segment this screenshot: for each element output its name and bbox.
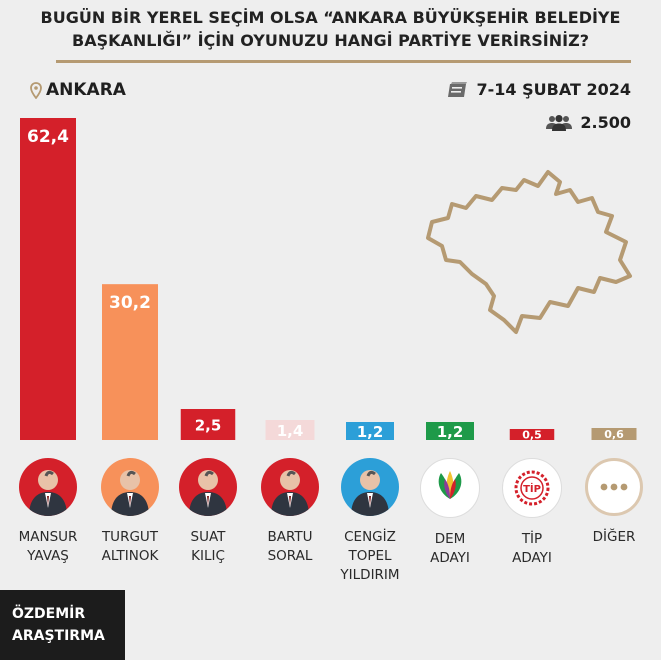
bar-label-0: 62,4 (27, 127, 69, 147)
bar-chart: 62,4 30,2 2,5 1,4 1,2 1,2 0,5 0,6 (20, 118, 637, 442)
dots-icon (585, 458, 643, 516)
bar-label-7: 0,6 (604, 428, 624, 441)
bar-label-1: 30,2 (109, 293, 151, 313)
candidate-name-0: MANSUR YAVAŞ (6, 528, 90, 566)
sample-size: 2.500 (546, 113, 631, 132)
candidate-4: CENGİZ TOPEL YILDIRIM (328, 458, 412, 585)
bar-0 (20, 118, 76, 440)
map-pin-icon (30, 81, 42, 99)
ankara-map-outline (426, 170, 632, 334)
bar-3 (265, 420, 315, 440)
calendar-icon (447, 81, 467, 97)
tip-logo-icon: TİP (502, 458, 562, 518)
candidate-name-line1: DİĞER (592, 529, 636, 545)
title-line-1: BUGÜN BİR YEREL SEÇİM OLSA “ANKARA BÜYÜK… (40, 8, 621, 27)
bar-label-6: 0,5 (522, 429, 542, 442)
brand-logo: ÖZDEMİR ARAŞTIRMA (0, 590, 125, 660)
candidate-name-line2: TOPEL (348, 548, 392, 564)
survey-date: 7-14 ŞUBAT 2024 (447, 80, 631, 99)
bar-label-2: 2,5 (195, 417, 222, 435)
candidate-name-line1: CENGİZ (344, 529, 396, 545)
brand-line-2: ARAŞTIRMA (12, 628, 105, 644)
candidate-7: DİĞER (572, 458, 656, 547)
candidate-0: MANSUR YAVAŞ (6, 458, 90, 566)
people-icon (546, 114, 573, 131)
bar-4 (346, 422, 394, 440)
candidate-name-line3: YILDIRIM (340, 567, 400, 583)
person-icon (341, 458, 399, 516)
title-line-2: BAŞKANLIĞI” İÇİN OYUNUZU HANGİ PARTİYE V… (72, 31, 589, 50)
candidate-6: TİP TİP ADAYI (490, 458, 574, 568)
person-icon (261, 458, 319, 516)
candidate-5: DEM ADAYI (408, 458, 492, 568)
candidate-name-2: SUAT KILIÇ (166, 528, 250, 566)
candidate-name-1: TURGUT ALTINOK (88, 528, 172, 566)
location-text: ANKARA (46, 80, 126, 100)
survey-date-text: 7-14 ŞUBAT 2024 (476, 80, 631, 99)
candidate-name-line2: YAVAŞ (27, 548, 69, 564)
bar-5 (426, 422, 474, 440)
bar-6 (509, 429, 555, 440)
candidate-name-3: BARTU SORAL (248, 528, 332, 566)
brand-line-1: ÖZDEMİR (12, 606, 86, 622)
bar-label-4: 1,2 (357, 423, 384, 441)
location-label: ANKARA (30, 80, 126, 100)
candidate-3: BARTU SORAL (248, 458, 332, 566)
candidate-2: SUAT KILIÇ (166, 458, 250, 566)
title-divider (56, 60, 631, 63)
person-icon (179, 458, 237, 516)
candidate-name-line2: ADAYI (430, 550, 470, 566)
sample-size-text: 2.500 (580, 113, 631, 132)
candidate-name-line1: BARTU (267, 529, 313, 545)
candidate-name-line1: TURGUT (101, 529, 159, 545)
candidate-name-line1: TİP (521, 531, 543, 547)
candidate-name-line2: KILIÇ (191, 548, 225, 564)
person-icon (101, 458, 159, 516)
candidate-1: TURGUT ALTINOK (88, 458, 172, 566)
candidate-name-6: TİP ADAYI (490, 530, 574, 568)
dem-logo-icon (420, 458, 480, 518)
bar-label-5: 1,2 (437, 423, 464, 441)
bar-1 (102, 284, 158, 440)
candidate-name-7: DİĞER (572, 528, 656, 547)
candidate-name-line2: ALTINOK (101, 548, 159, 564)
bar-7 (591, 428, 637, 440)
candidate-name-5: DEM ADAYI (408, 530, 492, 568)
candidate-name-line1: SUAT (190, 529, 226, 545)
tip-logo-text: TİP (523, 481, 541, 495)
candidate-name-line2: ADAYI (512, 550, 552, 566)
bar-2 (180, 409, 236, 440)
candidate-name-4: CENGİZ TOPEL YILDIRIM (328, 528, 412, 585)
candidate-name-line1: MANSUR (18, 529, 78, 545)
chart-title: BUGÜN BİR YEREL SEÇİM OLSA “ANKARA BÜYÜK… (14, 6, 647, 52)
candidate-name-line2: SORAL (267, 548, 313, 564)
bar-label-3: 1,4 (277, 422, 304, 440)
candidate-name-line1: DEM (434, 531, 466, 547)
person-icon (19, 458, 77, 516)
